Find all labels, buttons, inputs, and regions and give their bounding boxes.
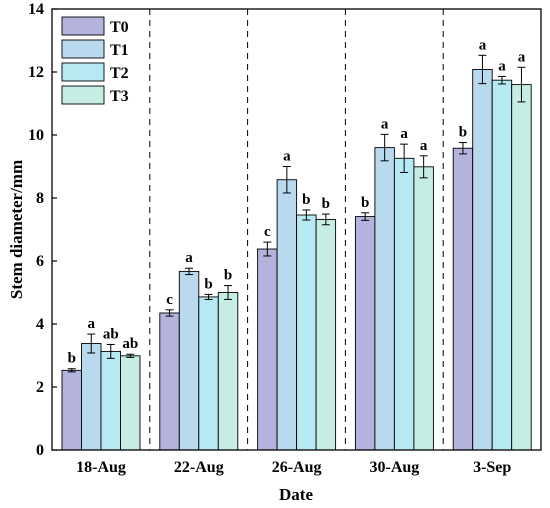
bar-t2 xyxy=(491,79,513,451)
legend-label-t1: T1 xyxy=(110,42,129,59)
x-tick-label: 3-Sep xyxy=(473,459,511,476)
bar-t3 xyxy=(511,84,532,451)
significance-label: c xyxy=(264,224,271,240)
bar-t3 xyxy=(413,166,434,451)
significance-label: a xyxy=(283,149,291,165)
legend-swatch-t0 xyxy=(61,16,105,36)
x-tick-label: 18-Aug xyxy=(76,459,126,476)
y-tick-label: 2 xyxy=(36,379,44,396)
x-tick-label: 26-Aug xyxy=(272,459,322,476)
bar-t0 xyxy=(159,312,180,451)
significance-label: a xyxy=(381,116,389,132)
bar-t2 xyxy=(296,214,317,451)
bar-t1 xyxy=(374,147,395,451)
significance-label: a xyxy=(420,138,428,154)
y-tick-label: 0 xyxy=(36,442,44,459)
bar-t2 xyxy=(198,296,219,451)
significance-label: b xyxy=(224,268,232,284)
significance-label: b xyxy=(68,351,76,367)
x-axis-title: Date xyxy=(279,485,313,504)
significance-label: b xyxy=(361,195,369,211)
bar-t3 xyxy=(217,292,239,451)
significance-label: b xyxy=(322,196,330,212)
legend-label-t0: T0 xyxy=(110,19,129,36)
y-tick-label: 10 xyxy=(28,127,44,144)
significance-label: b xyxy=(302,192,310,208)
bar-t1 xyxy=(472,69,493,451)
bar-t3 xyxy=(120,355,141,451)
significance-label: b xyxy=(204,276,212,292)
significance-label: a xyxy=(185,250,193,266)
significance-label: ab xyxy=(122,336,138,352)
bar-t0 xyxy=(354,216,376,451)
x-tick-label: 22-Aug xyxy=(174,459,224,476)
legend-label-t2: T2 xyxy=(110,65,129,82)
significance-label: a xyxy=(498,58,506,74)
bar-t2 xyxy=(393,157,415,451)
y-tick-label: 6 xyxy=(36,253,44,270)
legend: T0 T1 T2 T3 xyxy=(61,16,129,105)
bar-t2 xyxy=(100,350,121,451)
significance-label: a xyxy=(400,126,408,142)
significance-label: b xyxy=(459,125,467,141)
significance-label: a xyxy=(518,49,526,65)
significance-label: a xyxy=(479,37,487,53)
bar-t0 xyxy=(257,248,278,451)
significance-label: ab xyxy=(103,326,119,342)
significance-label: a xyxy=(88,316,96,332)
legend-swatch-t3 xyxy=(61,85,105,105)
y-tick-label: 14 xyxy=(28,1,44,18)
legend-swatch-t1 xyxy=(61,39,105,59)
y-tick-label: 8 xyxy=(36,190,44,207)
bar-t0 xyxy=(452,147,474,451)
y-axis-title: Stem diameter/mm xyxy=(7,160,26,299)
bar-t1 xyxy=(276,179,298,451)
x-tick-label: 30-Aug xyxy=(370,459,420,476)
plot-frame xyxy=(51,8,542,451)
y-tick-label: 4 xyxy=(36,316,44,333)
bar-t0 xyxy=(61,369,82,451)
bar-t1 xyxy=(81,343,102,451)
legend-swatch-t2 xyxy=(61,62,105,82)
significance-label: c xyxy=(166,292,173,308)
y-tick-label: 12 xyxy=(28,64,44,81)
bar-t1 xyxy=(178,270,200,451)
bar-t3 xyxy=(315,218,337,451)
legend-label-t3: T3 xyxy=(110,88,129,105)
